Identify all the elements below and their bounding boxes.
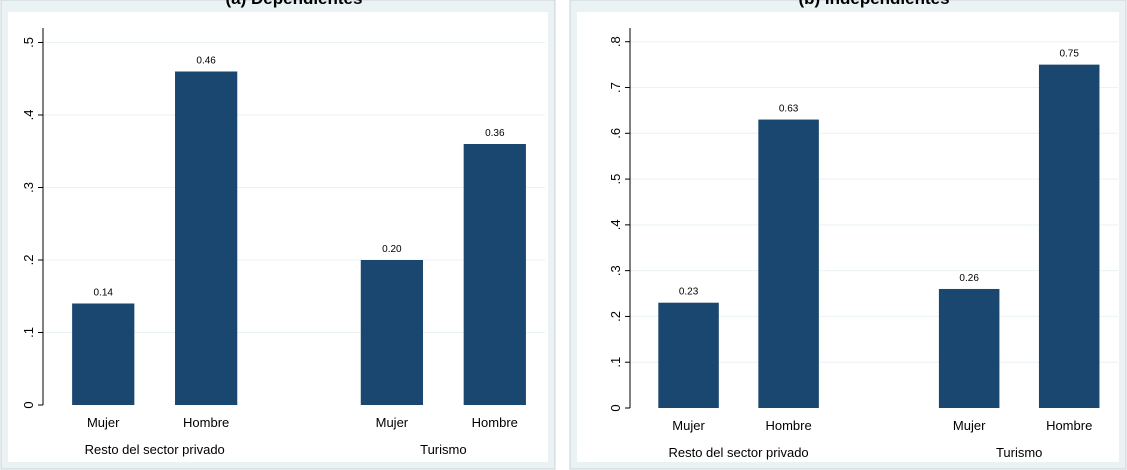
value-label: 0.20	[382, 244, 402, 255]
bar	[360, 260, 424, 405]
y-tick-label: 0	[608, 404, 623, 411]
group-label: Resto del sector privado	[668, 445, 808, 460]
x-tick-label: Hombre	[765, 418, 811, 433]
plot-area	[577, 12, 1119, 462]
value-label: 0.23	[679, 287, 699, 298]
y-tick-label: .8	[608, 36, 623, 47]
bar	[175, 71, 238, 405]
value-label: 0.26	[959, 273, 979, 284]
x-tick-label: Mujer	[672, 418, 705, 433]
x-tick-label: Hombre	[1046, 418, 1092, 433]
y-tick-label: .3	[21, 182, 36, 193]
group-label: Turismo	[420, 442, 466, 457]
group-label: Resto del sector privado	[85, 442, 225, 457]
y-tick-label: .5	[608, 174, 623, 185]
y-tick-label: .6	[608, 128, 623, 139]
x-tick-label: Hombre	[472, 415, 518, 430]
value-label: 0.14	[94, 288, 114, 299]
x-tick-label: Mujer	[87, 415, 120, 430]
bar	[1038, 64, 1100, 409]
y-tick-label: .7	[608, 82, 623, 93]
bar	[938, 288, 1000, 408]
x-tick-label: Mujer	[953, 418, 986, 433]
value-label: 0.46	[196, 56, 216, 67]
y-tick-label: .4	[21, 110, 36, 121]
x-tick-label: Hombre	[183, 415, 229, 430]
y-tick-label: .1	[21, 327, 36, 338]
y-tick-label: .4	[608, 219, 623, 230]
value-label: 0.75	[1059, 49, 1079, 60]
y-tick-label: 0	[21, 401, 36, 408]
y-tick-label: .3	[608, 265, 623, 276]
y-tick-label: .2	[608, 311, 623, 322]
group-label: Turismo	[996, 445, 1042, 460]
value-label: 0.36	[485, 128, 505, 139]
y-tick-label: .5	[21, 37, 36, 48]
chart-title: (a) Dependientes	[226, 0, 363, 8]
chart-title: (b) Independientes	[798, 0, 949, 8]
bar	[463, 144, 526, 405]
y-tick-label: .1	[608, 357, 623, 368]
x-tick-label: Mujer	[376, 415, 409, 430]
value-label: 0.63	[779, 104, 799, 115]
y-tick-label: .2	[21, 255, 36, 266]
bar	[658, 302, 719, 408]
bar	[72, 303, 135, 405]
bar	[758, 119, 819, 409]
